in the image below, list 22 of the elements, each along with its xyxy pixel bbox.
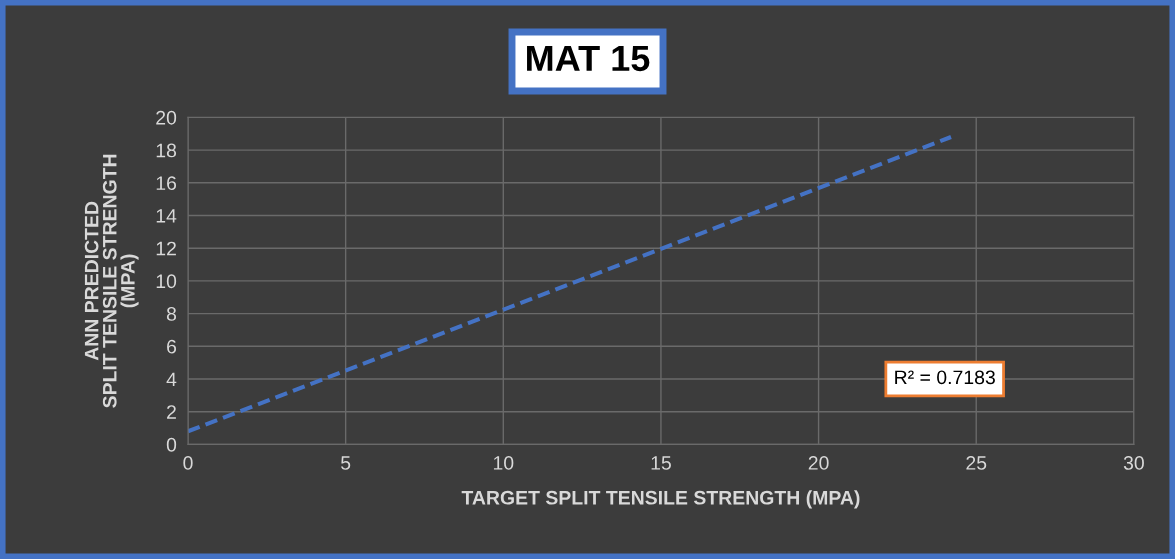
y-tick-label: 0 bbox=[166, 437, 177, 452]
x-tick-label: 30 bbox=[1123, 456, 1144, 470]
y-tick-label: 6 bbox=[167, 339, 177, 354]
chart-title: MAT 15 bbox=[527, 45, 650, 72]
y-tick-label: 20 bbox=[156, 110, 177, 125]
x-tick-label: 0 bbox=[183, 456, 193, 470]
y-tick-label: 18 bbox=[156, 143, 177, 158]
y-tick-label: 2 bbox=[167, 405, 176, 419]
x-tick-label: 15 bbox=[651, 456, 671, 470]
y-tick-label: 4 bbox=[166, 372, 177, 387]
y-axis-title: ANN PREDICTED SPLIT TENSILE STRENGTH (MPA) bbox=[84, 154, 139, 408]
x-tick-label: 5 bbox=[341, 456, 351, 470]
y-tick-label: 14 bbox=[156, 209, 177, 223]
y-tick-label: 16 bbox=[156, 176, 177, 191]
x-tick-label: 20 bbox=[808, 456, 829, 470]
x-axis-title: TARGET SPLIT TENSILE STRENGTH (MPA) bbox=[461, 490, 860, 509]
x-tick-label: 25 bbox=[966, 456, 987, 470]
x-tick-label: 10 bbox=[493, 456, 514, 470]
annotation: R² = 0.7183 bbox=[895, 370, 995, 385]
y-tick-label: 8 bbox=[166, 307, 177, 321]
y-tick-label: 12 bbox=[156, 241, 176, 256]
y-tick-label: 10 bbox=[156, 274, 177, 289]
